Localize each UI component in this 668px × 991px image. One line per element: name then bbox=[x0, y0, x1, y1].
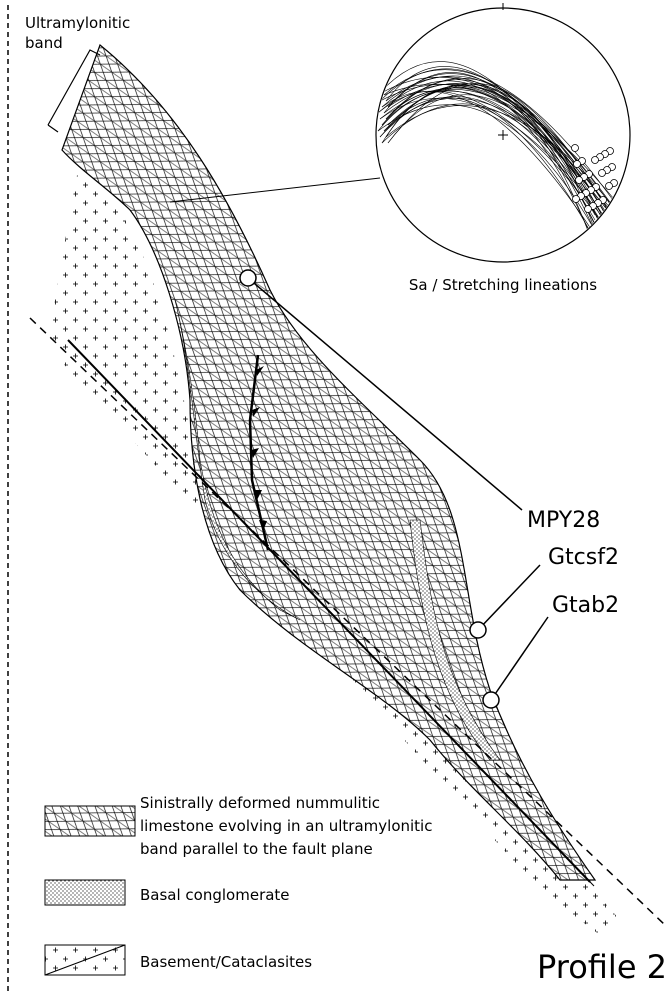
legend-text: Basal conglomerate bbox=[140, 886, 290, 904]
figure: Ultramylonitic band Sa / Stretching line… bbox=[0, 0, 668, 991]
sample-site bbox=[240, 270, 256, 286]
caption: Sa / Stretching lineations bbox=[409, 276, 597, 294]
profile-title: Profile 2 bbox=[537, 948, 667, 986]
lineation bbox=[576, 177, 583, 184]
lineation bbox=[574, 161, 581, 168]
lineation bbox=[573, 196, 580, 203]
sample-label: MPY28 bbox=[527, 508, 600, 533]
legend-text: band parallel to the fault plane bbox=[140, 840, 373, 858]
lineation bbox=[606, 183, 613, 190]
legend-swatch bbox=[45, 806, 135, 836]
sample-site bbox=[470, 622, 486, 638]
label: band bbox=[25, 34, 63, 52]
sample-label: Gtab2 bbox=[552, 593, 619, 618]
legend-swatch bbox=[45, 880, 125, 905]
legend-text: Basement/Cataclasites bbox=[140, 953, 312, 971]
sample-site bbox=[483, 692, 499, 708]
legend-text: Sinistrally deformed nummulitic bbox=[140, 794, 380, 812]
label: Ultramylonitic bbox=[25, 14, 130, 32]
sample-label: Gtcsf2 bbox=[548, 545, 619, 570]
leader-line bbox=[478, 565, 540, 630]
lineation bbox=[592, 157, 599, 164]
lineation bbox=[572, 145, 579, 152]
lineation bbox=[585, 206, 592, 213]
bracket bbox=[48, 125, 58, 132]
leader-line bbox=[491, 617, 548, 700]
lineation bbox=[599, 170, 606, 177]
legend-text: limestone evolving in an ultramylonitic bbox=[140, 817, 432, 835]
